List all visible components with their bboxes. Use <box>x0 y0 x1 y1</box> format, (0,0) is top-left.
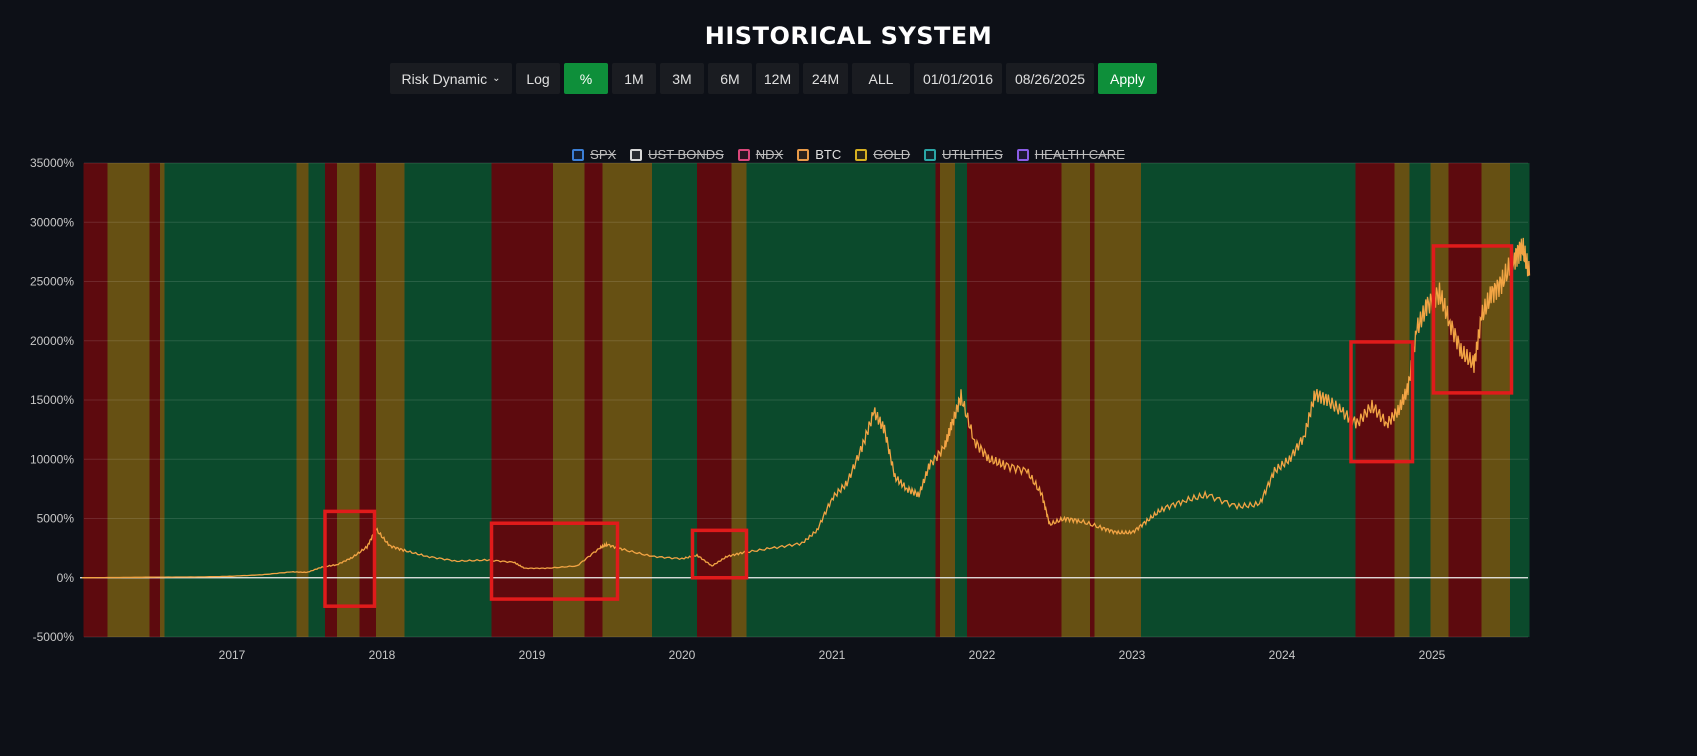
y-tick-label: 25000% <box>30 275 74 289</box>
legend-item-btc[interactable]: BTC <box>797 147 841 162</box>
legend-label: SPX <box>590 147 617 162</box>
regime-band-green <box>308 163 325 637</box>
regime-band-red <box>1448 163 1482 637</box>
toolbar: Risk Dynamic ⌄ Log % 1M 3M 6M 12M 24M ALL… <box>390 63 1157 94</box>
start-date-input[interactable]: 01/01/2016 <box>914 63 1002 94</box>
end-date-input[interactable]: 08/26/2025 <box>1006 63 1094 94</box>
plot-background <box>84 163 1528 637</box>
legend-label: UTILITIES <box>942 147 1003 162</box>
annotation-box <box>323 509 377 608</box>
mode-dropdown[interactable]: Risk Dynamic ⌄ <box>390 63 512 94</box>
y-tick-label: 30000% <box>30 215 74 229</box>
regime-band-green <box>1409 163 1431 637</box>
regime-band-green <box>1510 163 1530 637</box>
regime-band-yellow <box>1394 163 1410 637</box>
chevron-down-icon: ⌄ <box>492 73 501 84</box>
regime-band-yellow <box>731 163 747 637</box>
legend-label: HEALTH CARE <box>1034 147 1125 162</box>
legend-item-health-care[interactable]: HEALTH CARE <box>1016 147 1125 162</box>
regime-band-green <box>404 163 492 637</box>
range-12m-button[interactable]: 12M <box>756 63 799 94</box>
range-3m-button[interactable]: 3M <box>660 63 704 94</box>
regime-band-red <box>325 163 337 637</box>
regime-band-yellow <box>337 163 360 637</box>
y-tick-label: 20000% <box>30 334 74 348</box>
regime-band-red <box>1355 163 1395 637</box>
annotation-box <box>489 521 620 601</box>
legend-swatch <box>1016 148 1029 161</box>
regime-band-yellow <box>296 163 309 637</box>
annotation-box <box>1431 244 1514 395</box>
regime-band-red <box>1090 163 1095 637</box>
series-line-btc <box>81 237 1531 579</box>
x-tick-label: 2019 <box>519 648 546 662</box>
annotation-box <box>690 528 749 580</box>
legend-item-utilities[interactable]: UTILITIES <box>924 147 1003 162</box>
percent-button[interactable]: % <box>564 63 608 94</box>
page-title: HISTORICAL SYSTEM <box>704 22 993 50</box>
regime-band-red <box>584 163 603 637</box>
regime-band-yellow <box>1430 163 1449 637</box>
regime-band-yellow <box>553 163 585 637</box>
legend-item-gold[interactable]: GOLD <box>855 147 910 162</box>
regime-band-green <box>1141 163 1356 637</box>
legend-item-spx[interactable]: SPX <box>572 147 616 162</box>
legend-swatch <box>924 148 937 161</box>
legend-item-ust-bonds[interactable]: UST BONDS <box>630 147 724 162</box>
legend-swatch <box>630 148 643 161</box>
x-tick-label: 2021 <box>819 648 846 662</box>
mode-dropdown-label: Risk Dynamic <box>401 70 488 87</box>
legend-label: UST BONDS <box>648 147 724 162</box>
regime-band-yellow <box>1094 163 1141 637</box>
regime-band-green <box>652 163 697 637</box>
log-button[interactable]: Log <box>516 63 560 94</box>
regime-band-red <box>491 163 553 637</box>
x-tick-label: 2020 <box>669 648 696 662</box>
regime-band-red <box>359 163 376 637</box>
regime-band-green <box>746 163 936 637</box>
x-tick-label: 2023 <box>1119 648 1146 662</box>
y-tick-label: 5000% <box>37 512 75 526</box>
range-all-button[interactable]: ALL <box>852 63 910 94</box>
regime-band-yellow <box>107 163 150 637</box>
range-6m-button[interactable]: 6M <box>708 63 752 94</box>
legend-item-ndx[interactable]: NDX <box>737 147 784 162</box>
apply-button[interactable]: Apply <box>1098 63 1157 94</box>
regime-band-red <box>967 163 1062 637</box>
regime-band-red <box>83 163 108 637</box>
regime-band-green <box>955 163 967 637</box>
regime-band-yellow <box>376 163 405 637</box>
legend-swatch <box>797 148 810 161</box>
regime-band-yellow <box>940 163 955 637</box>
legend-swatch <box>572 148 585 161</box>
regime-band-red <box>935 163 940 637</box>
regime-band-yellow <box>602 163 652 637</box>
x-tick-label: 2018 <box>369 648 396 662</box>
y-tick-label: -5000% <box>33 630 75 644</box>
chart-legend: SPX UST BONDS NDX BTC GOLD UTILITIES HEALTH CA… <box>0 147 1697 162</box>
regime-band-green <box>164 163 297 637</box>
x-tick-label: 2017 <box>219 648 246 662</box>
y-tick-label: 15000% <box>30 393 74 407</box>
x-tick-label: 2024 <box>1269 648 1296 662</box>
range-1m-button[interactable]: 1M <box>612 63 656 94</box>
y-tick-label: 10000% <box>30 452 74 466</box>
legend-label: NDX <box>755 147 784 162</box>
regime-band-yellow <box>1061 163 1090 637</box>
range-24m-button[interactable]: 24M <box>803 63 848 94</box>
regime-band-yellow <box>1481 163 1510 637</box>
legend-label: GOLD <box>873 147 911 162</box>
legend-swatch <box>737 148 750 161</box>
regime-band-red <box>697 163 732 637</box>
x-tick-label: 2022 <box>969 648 996 662</box>
legend-label: BTC <box>815 147 842 162</box>
legend-swatch <box>855 148 868 161</box>
annotation-box <box>1349 340 1415 464</box>
y-tick-label: 0% <box>57 571 75 585</box>
regime-band-yellow <box>160 163 165 637</box>
x-tick-label: 2025 <box>1419 648 1446 662</box>
regime-band-red <box>149 163 160 637</box>
